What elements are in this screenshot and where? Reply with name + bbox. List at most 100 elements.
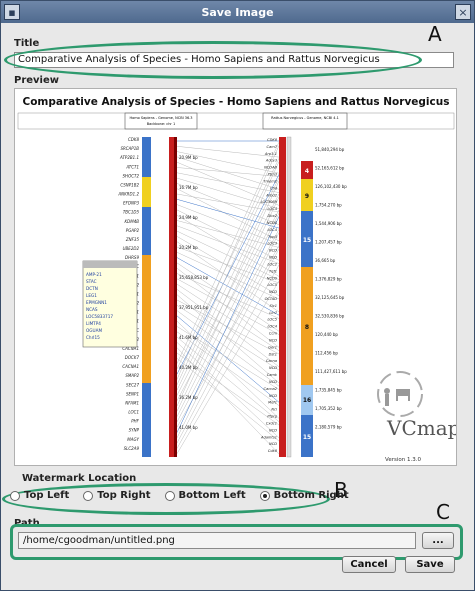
title-bar: ▪ Save Image × [1,1,474,23]
radio-top-right[interactable]: Top Right [83,490,151,501]
rat-chr-16 [301,385,313,415]
synteny-link [176,230,280,280]
right-gene-label: LOC3 [267,242,277,246]
right-gene-label: NCD [269,442,277,446]
right-gene-label: LOC4 [267,325,277,329]
synteny-link [176,193,280,213]
synteny-links [176,140,280,455]
distance-label: 35,658,853 bp [179,275,209,280]
synteny-link [176,209,280,261]
left-gene-label: NFAM1 [125,400,139,405]
synteny-link [176,188,280,242]
close-icon[interactable]: × [455,4,471,20]
annotation-box-c [10,524,463,560]
synteny-link [176,252,280,300]
right-gene-label: LOC2 [267,262,277,266]
left-gene-label: CSNP1B2 [120,182,139,187]
right-gene-label: Tpp3 [268,235,278,239]
right-gene-label: Chd [270,186,278,190]
cancel-button[interactable]: Cancel [342,556,396,573]
synteny-link [176,232,280,438]
synteny-link [176,321,280,419]
distance-label: 16.7M bp [179,185,198,190]
radio-top-right-dot[interactable] [83,490,94,501]
right-gene-label: Lin7 [269,311,277,315]
synteny-link [176,336,280,422]
right-gene-label: Dst1 [269,352,277,356]
path-input[interactable]: /home/cgoodman/untitled.png [18,532,416,549]
watermark-label: Watermark Location [22,473,137,484]
preview-heading: Comparative Analysis of Species - Homo S… [23,96,450,108]
synteny-link [176,358,280,442]
right-gene-label: Dbx2 [268,214,278,218]
left-gene-label: CACNA1 [122,364,139,369]
radio-bottom-right[interactable]: Bottom Right [259,490,349,501]
right-gene-label: NCD [269,428,277,432]
position-label: 1,376,829 bp [315,277,342,282]
left-gene-label: SYNP [129,428,140,433]
synteny-link [176,342,280,438]
synteny-link [176,236,280,297]
legend-item: STAC [86,279,97,284]
rat-chr-15a [301,211,313,267]
synteny-link [176,294,280,384]
radio-top-left-dot[interactable] [10,490,20,501]
synteny-link [176,214,280,277]
left-gene-label: LOC1 [128,410,139,415]
synteny-link [176,172,280,193]
left-gene-label: UBE2D2 [123,246,140,251]
left-gene-label: MAGY [127,437,139,442]
right-header: Rattus Norvegicus - Genome, NCBI 4.1 [271,116,339,120]
header-frame [17,112,455,130]
right-gene-label: Ccm [269,332,277,336]
position-label: 36,665 bp [315,258,336,263]
synteny-link [176,268,280,348]
radio-bottom-left[interactable]: Bottom Left [164,490,246,501]
distance-label: 24.9M bp [179,215,198,220]
position-label: 51,840,294 bp [315,147,345,152]
synteny-link [176,213,280,417]
chr-label-16: 16 [303,397,311,404]
position-label: 52,165,612 bp [315,166,345,171]
left-gene-label: PGAP2 [126,228,140,233]
right-gene-label: NCD [269,256,277,260]
left-gene-label: SLC2A9 [124,446,140,451]
title-label: Title [14,38,40,49]
rat-chr-8 [301,267,313,385]
rat-chr-9 [301,179,313,211]
legend-item: NCAS [86,307,98,312]
distance-label: 40.2M bp [179,365,198,370]
legend-item: Chrl15 [86,335,100,340]
synteny-link [176,257,280,316]
gene-legend-popup: AMP-21 STAC DCTN LEG1 EPMGNN1 NCAS LOC5833717 L… [82,260,138,348]
chr-label-15b: 15 [303,434,311,441]
left-gene-label: ATP2B1.1 [119,155,139,160]
image-preview: Comparative Analysis of Species - Homo S… [14,88,457,466]
right-gene-label: NCDAB [264,166,277,170]
position-label: 120,440 bp [315,332,338,337]
window-menu-icon[interactable]: ▪ [4,4,20,20]
rat-chr-4 [301,161,313,179]
left-gene-label: PHF [131,419,139,424]
mid-segment-3 [142,207,151,255]
radio-bottom-left-dot[interactable] [164,490,175,501]
radio-top-left[interactable]: Top Left [10,490,69,501]
legend-item: OGUAM [86,328,102,333]
left-chromosome-shadow [174,137,177,457]
right-gene-label: Ptprg [267,415,277,419]
synteny-link [176,196,280,412]
right-gene-label: NCD [269,249,277,253]
position-label: 1,705,352 bp [315,406,342,411]
browse-button[interactable]: ... [422,532,454,549]
synteny-link [176,204,280,245]
save-button[interactable]: Save [405,556,455,573]
mid-segment-2 [142,177,151,207]
position-label: 1,735,845 bp [315,388,342,393]
radio-bottom-right-dot[interactable] [259,490,270,501]
right-gene-label: LOC3069 [261,200,278,204]
vcmap-logo: VCmap Version 1.3.0 [377,371,456,463]
synteny-link [176,199,280,229]
position-label: 32,530,836 bp [315,314,345,319]
synteny-link [176,177,280,391]
synteny-link [176,310,280,387]
